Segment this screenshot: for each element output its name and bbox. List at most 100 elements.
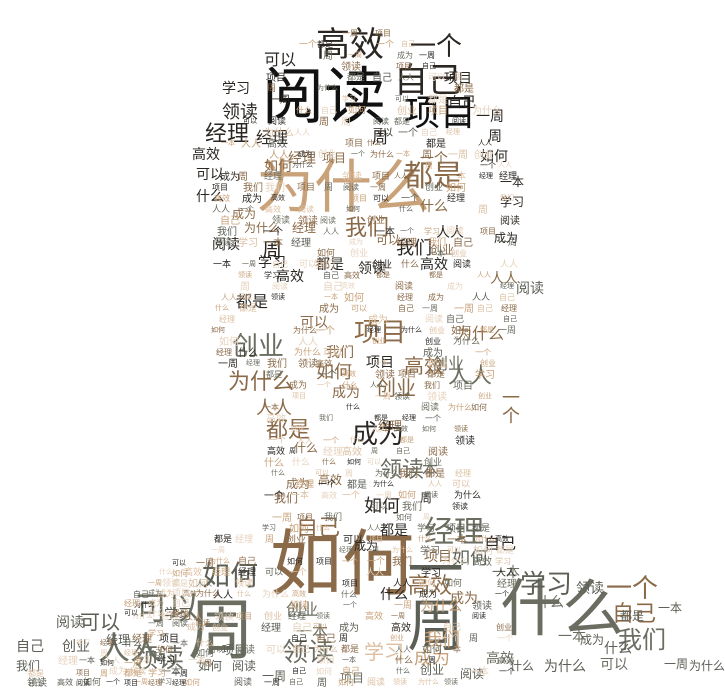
cloud-word-small: 一周 bbox=[218, 359, 238, 370]
cloud-word-small: 阅读 bbox=[238, 293, 252, 301]
cloud-word-small: 学习 bbox=[136, 656, 150, 664]
cloud-word: 如何 bbox=[364, 496, 400, 517]
cloud-word-small: 人人 bbox=[498, 161, 512, 169]
cloud-word-small: 高效 bbox=[342, 370, 356, 378]
cloud-word: 领读 bbox=[380, 458, 425, 483]
cloud-word-small: 一本 bbox=[188, 656, 207, 666]
cloud-word-small: 一周 bbox=[419, 51, 435, 60]
cloud-word-small: 一个 bbox=[263, 227, 283, 238]
cloud-word: 我们 bbox=[396, 238, 432, 259]
cloud-word-small: 人人 bbox=[395, 645, 411, 654]
cloud-word-small: 阅读 bbox=[172, 619, 188, 628]
cloud-word-small: 阅读 bbox=[425, 315, 444, 325]
cloud-word: 自己 bbox=[612, 602, 657, 627]
cloud-word-small: 领读 bbox=[272, 216, 291, 226]
cloud-word-small: 自己 bbox=[396, 447, 410, 455]
cloud-word: 学习 bbox=[520, 570, 573, 600]
cloud-word-small: 人人 bbox=[104, 656, 120, 665]
cloud-word-small: 阅读 bbox=[320, 216, 336, 225]
cloud-word-small: 高效 bbox=[365, 612, 384, 622]
cloud-word-small: 阅读 bbox=[291, 425, 305, 433]
cloud-word: 项目 bbox=[322, 151, 347, 165]
cloud-word-small: 可以 bbox=[447, 546, 461, 554]
cloud-word-small: 为什么 bbox=[209, 557, 230, 565]
cloud-word-small: 周 bbox=[240, 282, 250, 293]
cloud-word-small: 周 bbox=[341, 117, 351, 128]
cloud-word-small: 为什么 bbox=[132, 612, 153, 620]
cloud-word: 经理 bbox=[205, 122, 250, 147]
cloud-word: 项目 bbox=[444, 71, 472, 87]
cloud-word-small: 一个 bbox=[475, 348, 491, 357]
cloud-word: 阅读 bbox=[212, 237, 240, 253]
cloud-word-small: 经理 bbox=[124, 649, 138, 657]
cloud-word-small: 自己 bbox=[453, 238, 473, 249]
cloud-word-small: 一本 bbox=[324, 293, 338, 301]
cloud-word-small: 人人 bbox=[500, 260, 519, 270]
cloud-word-small: 自己 bbox=[28, 679, 42, 687]
cloud-word-small: 为什么 bbox=[454, 491, 482, 501]
cloud-word-small: 经理 bbox=[172, 679, 186, 687]
cloud-word-small: 学习 bbox=[238, 238, 258, 249]
cloud-word-small: 一个 bbox=[480, 161, 496, 170]
cloud-word-small: 一个 bbox=[317, 381, 331, 389]
cloud-word: 周 bbox=[488, 129, 502, 145]
cloud-word-small: 都是 bbox=[172, 579, 188, 588]
cloud-word-small: 什么 bbox=[238, 348, 258, 359]
cloud-word-small: 项目 bbox=[316, 557, 332, 566]
cloud-word-small: 周 bbox=[238, 172, 248, 183]
cloud-word-small: 一本 bbox=[221, 139, 235, 147]
cloud-word-small: 学习 bbox=[148, 629, 164, 638]
cloud-word-small: 如何 bbox=[83, 678, 102, 688]
cloud-word-small: 经理 bbox=[148, 679, 162, 687]
cloud-word-small: 一个 bbox=[401, 194, 420, 204]
cloud-word-small: 人人 bbox=[367, 524, 381, 532]
cloud-word-small: 什么 bbox=[322, 458, 336, 466]
cloud-word-small: 项目 bbox=[396, 62, 412, 71]
cloud-word: 都是 bbox=[380, 523, 408, 539]
cloud-word-small: 自己 bbox=[292, 623, 312, 634]
cloud-word-small: 人人 bbox=[241, 139, 261, 150]
cloud-word-small: 什么 bbox=[237, 590, 251, 598]
cloud-word: 如何 bbox=[480, 149, 508, 165]
cloud-word-small: 我们 bbox=[315, 260, 335, 271]
cloud-word-small: 自己 bbox=[503, 315, 517, 323]
cloud-word-small: 为什么 bbox=[293, 326, 317, 335]
cloud-word: 都是 bbox=[236, 292, 269, 311]
cloud-word-small: 高效 bbox=[498, 656, 514, 665]
cloud-word-small: 为什么 bbox=[294, 348, 322, 358]
cloud-word: 可以 bbox=[264, 50, 297, 69]
cloud-word: 周 bbox=[372, 128, 389, 147]
cloud-word: 经理 bbox=[256, 128, 289, 147]
cloud-word-small: 如何 bbox=[188, 579, 208, 590]
cloud-word: 项目 bbox=[404, 93, 477, 134]
cloud-word-small: 经理 bbox=[132, 634, 152, 645]
cloud-word: 成为 bbox=[232, 207, 257, 221]
cloud-word: 一本 bbox=[406, 460, 439, 479]
cloud-word-small: 经理 bbox=[261, 623, 281, 634]
cloud-word-small: 可以 bbox=[313, 623, 327, 631]
cloud-word-small: 人人 bbox=[370, 381, 384, 389]
cloud-word-small: 人人 bbox=[298, 337, 318, 348]
cloud-word-small: 学习 bbox=[148, 669, 167, 679]
cloud-word-small: 一个 bbox=[342, 491, 361, 501]
cloud-word-small: 经理 bbox=[288, 612, 307, 622]
cloud-word-small: 一本 bbox=[161, 667, 181, 678]
cloud-word-small: 学习 bbox=[417, 524, 436, 534]
cloud-word-small: 人人 bbox=[478, 139, 492, 147]
cloud-word-small: 如何 bbox=[289, 524, 309, 535]
cloud-word-small: 经理 bbox=[499, 172, 518, 182]
cloud-word-small: 自己 bbox=[477, 304, 493, 313]
cloud-word-small: 学习 bbox=[342, 95, 356, 103]
cloud-word-small: 为什么 bbox=[392, 546, 413, 554]
cloud-word-small: 自己 bbox=[238, 557, 257, 567]
cloud-word-small: 一周 bbox=[375, 392, 391, 401]
cloud-word: 为什么 bbox=[544, 659, 586, 675]
cloud-word-small: 一周 bbox=[270, 95, 290, 106]
cloud-word-small: 周 bbox=[371, 447, 378, 455]
cloud-word-small: 为什么 bbox=[314, 645, 338, 654]
cloud-word-small: 经理 bbox=[264, 172, 283, 182]
cloud-word-small: 什么 bbox=[346, 403, 360, 411]
cloud-word: 可以 bbox=[300, 315, 328, 331]
cloud-word-small: 阅读 bbox=[424, 491, 438, 499]
